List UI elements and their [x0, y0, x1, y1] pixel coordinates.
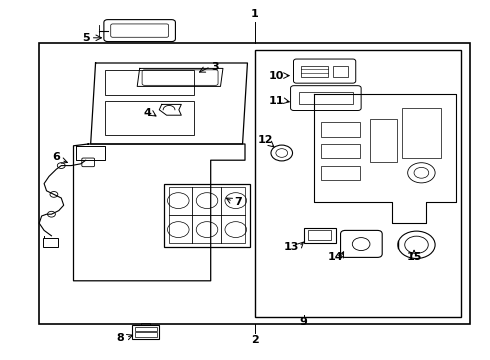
Bar	[370, 119, 397, 162]
Bar	[105, 101, 194, 135]
Bar	[301, 66, 328, 77]
Bar	[164, 184, 250, 247]
Bar	[132, 325, 159, 339]
Text: 5: 5	[82, 33, 90, 43]
Bar	[304, 228, 336, 243]
Text: 7: 7	[234, 197, 242, 207]
Bar	[299, 92, 353, 104]
Text: 14: 14	[328, 252, 343, 262]
Text: 3: 3	[212, 62, 220, 72]
Bar	[402, 108, 441, 158]
Bar	[141, 323, 150, 325]
Text: 6: 6	[52, 152, 60, 162]
Text: 15: 15	[406, 252, 422, 262]
Text: 4: 4	[143, 108, 151, 118]
Text: 13: 13	[284, 242, 299, 252]
Text: 1: 1	[251, 9, 259, 19]
Text: 12: 12	[258, 135, 273, 145]
Text: 10: 10	[269, 71, 285, 81]
Bar	[255, 50, 461, 317]
Text: 9: 9	[300, 317, 308, 327]
Text: 8: 8	[116, 333, 124, 343]
Text: 11: 11	[269, 96, 285, 106]
Text: 2: 2	[251, 335, 259, 345]
Bar	[308, 230, 331, 240]
Bar	[333, 66, 348, 77]
Bar	[321, 122, 360, 137]
Bar	[135, 332, 157, 337]
Bar	[105, 70, 194, 95]
Bar	[169, 187, 245, 243]
Bar	[321, 166, 360, 180]
Bar	[321, 144, 360, 158]
Bar	[135, 327, 157, 331]
Bar	[43, 238, 58, 247]
Bar	[39, 43, 470, 324]
